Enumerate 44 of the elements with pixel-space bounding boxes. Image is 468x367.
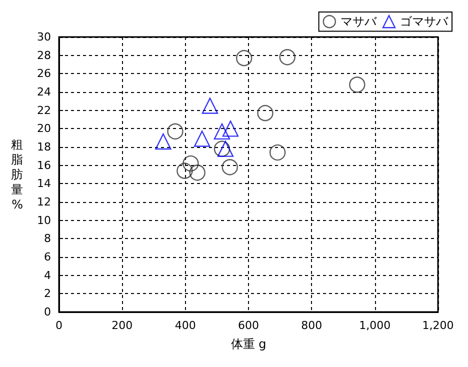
- x-tick-label: 400: [174, 319, 196, 332]
- y-tick-label: 28: [37, 48, 51, 62]
- x-tick-label: 800: [301, 319, 322, 332]
- point: [269, 144, 286, 161]
- point: [214, 140, 230, 157]
- point: [236, 50, 252, 66]
- point: [176, 162, 193, 179]
- y-tick-label: 20: [37, 122, 51, 136]
- legend-label: ゴマサバ: [400, 14, 449, 29]
- point: [194, 130, 210, 147]
- point: [214, 123, 230, 140]
- point: [257, 104, 274, 122]
- point: [202, 98, 218, 114]
- y-tick-label: 16: [37, 158, 51, 172]
- y-tick-label: 24: [37, 86, 51, 98]
- y-tick-label: 4: [44, 268, 51, 282]
- point: [217, 140, 234, 157]
- legend-label: マサバ: [340, 14, 378, 29]
- y-tick-label: 10: [37, 214, 51, 227]
- y-tick-label: 12: [37, 196, 51, 208]
- point: [279, 49, 296, 66]
- x-tick-label: 0: [56, 319, 62, 332]
- y-tick-label: 22: [37, 104, 51, 117]
- x-tick-label: 200: [112, 319, 133, 332]
- point: [182, 155, 199, 172]
- point: [349, 76, 366, 93]
- point: [222, 159, 238, 176]
- point: [155, 133, 172, 150]
- x-tick-label: 1,000: [359, 319, 391, 332]
- y-tick-label: 6: [44, 250, 51, 264]
- point: [222, 120, 239, 137]
- y-tick-label: 26: [37, 67, 51, 80]
- y-tick-label: 8: [44, 232, 51, 246]
- x-tick-label: 1,200: [422, 319, 454, 332]
- y-tick-label: 0: [44, 306, 51, 318]
- point: [167, 123, 184, 140]
- point: [189, 164, 206, 181]
- y-tick-label: 2: [44, 287, 51, 300]
- y-tick-label: 30: [37, 30, 51, 44]
- x-axis-title: 体重 g: [230, 337, 266, 351]
- y-tick-label: 14: [37, 177, 51, 190]
- y-axis-title: 粗脂肪量%: [11, 138, 23, 212]
- y-tick-label: 18: [37, 140, 51, 154]
- x-tick-label: 600: [238, 319, 259, 332]
